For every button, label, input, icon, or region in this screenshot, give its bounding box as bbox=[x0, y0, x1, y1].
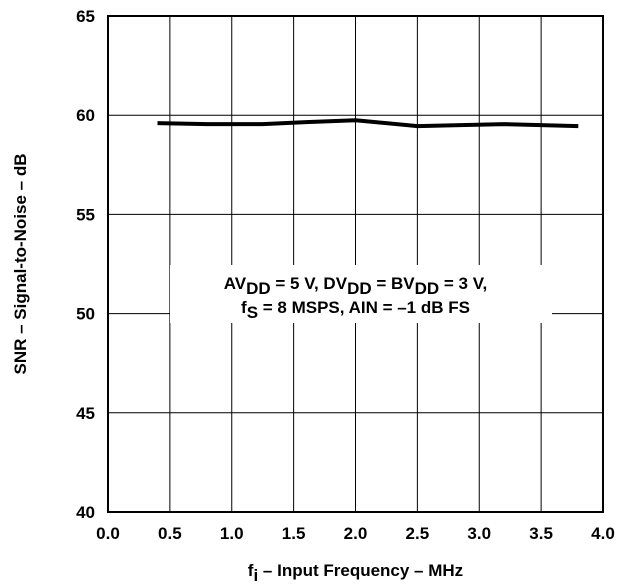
x-tick-label: 4.0 bbox=[591, 524, 615, 543]
series-layer bbox=[157, 118, 579, 129]
x-tick-label: 0.5 bbox=[158, 524, 182, 543]
y-tick-label: 65 bbox=[76, 7, 95, 26]
y-tick-label: 45 bbox=[76, 404, 95, 423]
x-axis-title: fi – Input Frequency – MHz bbox=[248, 561, 463, 585]
x-tick-label: 1.5 bbox=[282, 524, 306, 543]
x-tick-label: 0.0 bbox=[96, 524, 120, 543]
y-axis-title: SNR – Signal-to-Noise – dB bbox=[11, 153, 30, 374]
x-tick-label: 1.0 bbox=[220, 524, 244, 543]
y-tick-label: 60 bbox=[76, 106, 95, 125]
snr-series-line bbox=[157, 118, 579, 129]
x-tick-labels: 0.0 0.5 1.0 1.5 2.0 2.5 3.0 3.5 4.0 bbox=[96, 524, 615, 543]
plot-frame bbox=[107, 15, 604, 513]
x-tick-label: 2.0 bbox=[344, 524, 368, 543]
annotation-background bbox=[170, 265, 552, 323]
x-tick-label: 3.5 bbox=[529, 524, 553, 543]
annotation-line-1: AVDD = 5 V, DVDD = BVDD = 3 V, bbox=[224, 274, 488, 298]
y-tick-label: 40 bbox=[76, 503, 95, 522]
annotation: AVDD = 5 V, DVDD = BVDD = 3 V, fS = 8 MS… bbox=[170, 265, 552, 323]
x-tick-label: 2.5 bbox=[406, 524, 430, 543]
x-tick-label: 3.0 bbox=[467, 524, 491, 543]
y-tick-labels: 40 45 50 55 60 65 bbox=[76, 7, 95, 522]
annotation-line-2: fS = 8 MSPS, AIN = –1 dB FS bbox=[241, 298, 470, 322]
y-tick-label: 50 bbox=[76, 305, 95, 324]
y-tick-label: 55 bbox=[76, 205, 95, 224]
grid bbox=[107, 15, 604, 513]
